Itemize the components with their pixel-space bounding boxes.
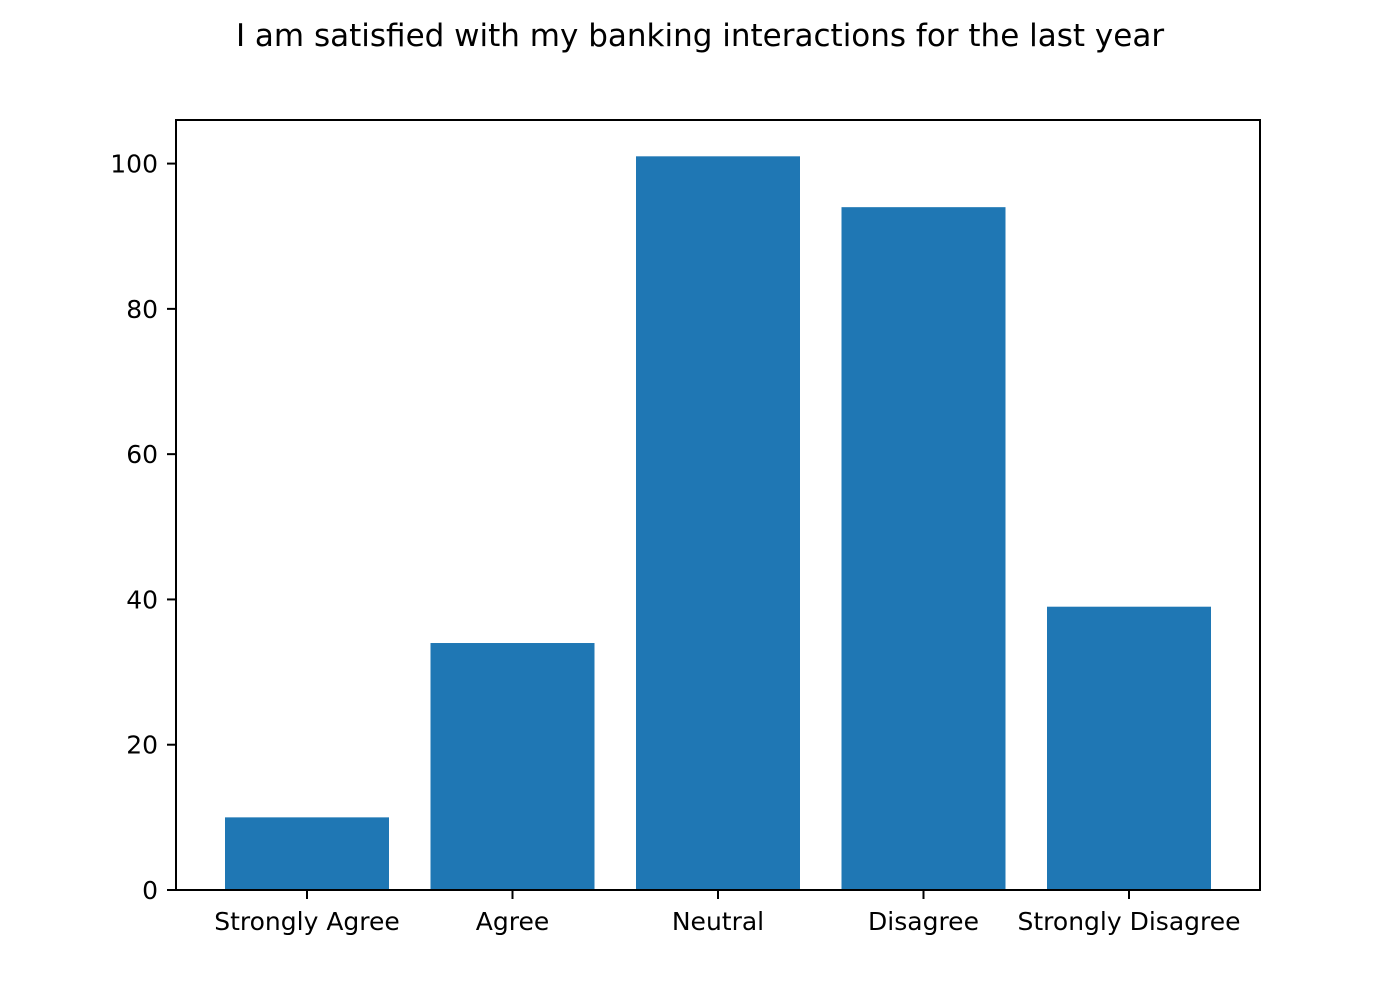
bar-agree <box>430 643 595 890</box>
x-tick-label: Strongly Agree <box>214 907 400 936</box>
chart-title: I am satisfied with my banking interacti… <box>236 18 1164 54</box>
y-tick-label: 80 <box>126 295 158 324</box>
y-tick-label: 0 <box>142 876 158 905</box>
x-tick-label: Disagree <box>868 907 979 936</box>
x-tick-label: Agree <box>476 907 549 936</box>
x-axis-ticks: Strongly Agree Agree Neutral Disagree Strong… <box>214 890 1241 936</box>
y-tick-label: 60 <box>126 440 158 469</box>
bars-group <box>225 156 1211 891</box>
x-tick-label: Neutral <box>672 907 764 936</box>
x-tick-label: Strongly Disagree <box>1018 907 1241 936</box>
y-tick-label: 40 <box>126 585 158 614</box>
bar-neutral <box>636 156 800 890</box>
bar-strongly-agree <box>225 817 389 890</box>
y-tick-label: 100 <box>110 150 158 179</box>
bar-strongly-disagree <box>1047 606 1211 890</box>
y-tick-label: 20 <box>126 731 158 760</box>
y-axis-ticks: 0 20 40 60 80 100 <box>110 150 176 905</box>
bar-disagree <box>841 207 1006 891</box>
